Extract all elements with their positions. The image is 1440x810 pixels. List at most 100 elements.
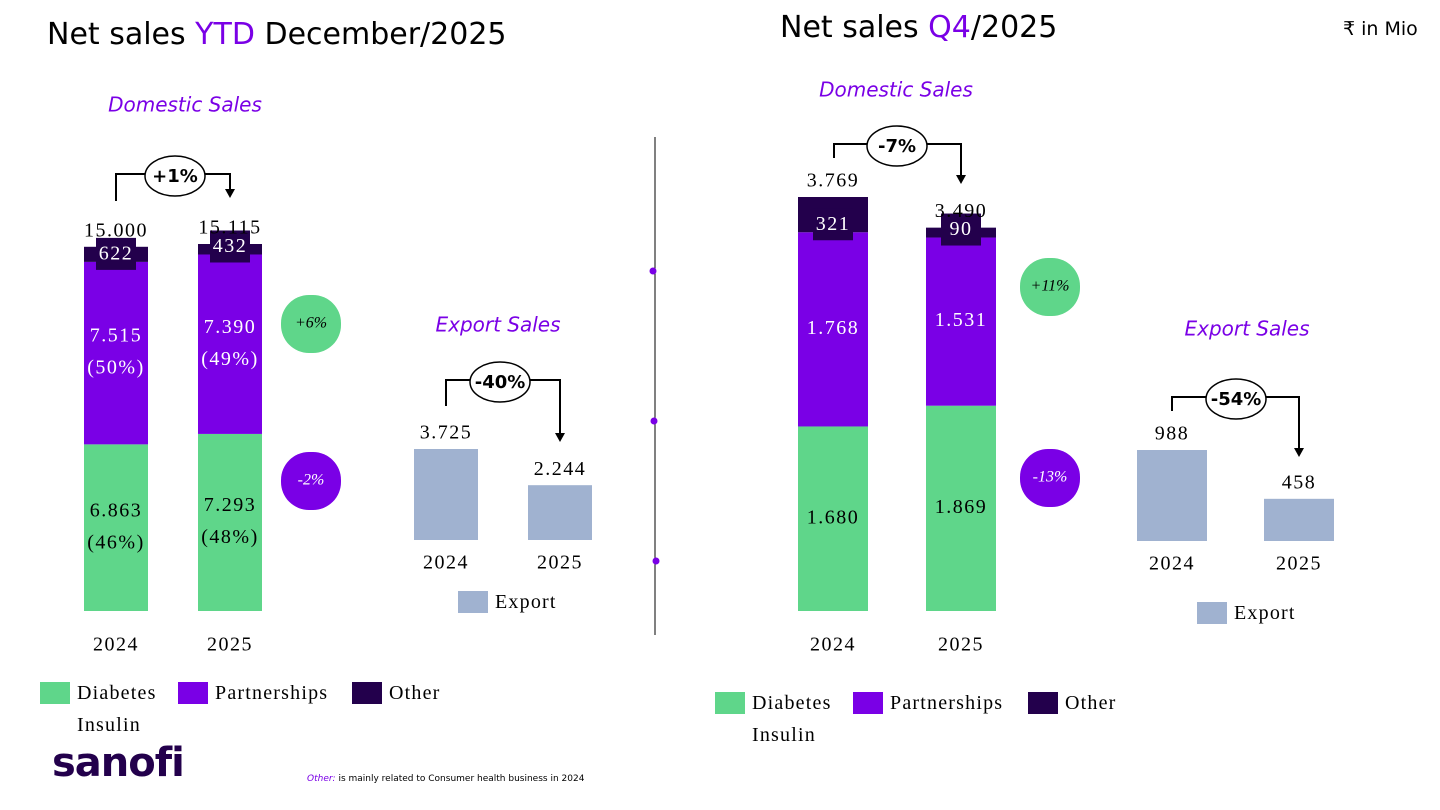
footnote: Other: is mainly related to Consumer hea… <box>307 774 584 784</box>
divider-dot <box>649 267 657 275</box>
bar-segment <box>926 237 996 406</box>
value-label: 7.293 <box>204 494 257 516</box>
chart-title: Export Sales <box>1184 317 1309 341</box>
change-bubble <box>866 125 928 167</box>
x-tick-label: 2025 <box>207 634 253 656</box>
arrow-head <box>956 175 966 184</box>
bar <box>1137 450 1207 541</box>
title: Net sales YTD December/2025 <box>47 17 507 52</box>
arrow-head <box>1294 448 1304 457</box>
label-box <box>96 237 136 270</box>
x-tick-label: 2024 <box>93 634 139 656</box>
value-label: 90 <box>950 218 973 240</box>
title-part: December/2025 <box>254 17 507 52</box>
segment-change-bubble <box>281 295 341 353</box>
value-label: 321 <box>816 213 851 235</box>
bar-segment <box>84 261 148 445</box>
segment-change-label: -13% <box>1033 469 1068 486</box>
value-label: 7.390 <box>204 316 257 338</box>
total-label: 3.769 <box>807 170 860 192</box>
title-part: Net sales <box>47 17 196 52</box>
segment-change-label: -2% <box>298 472 325 489</box>
value-label: 1.768 <box>807 317 860 339</box>
title-highlight: Q4 <box>928 10 971 45</box>
x-tick-label: 2025 <box>938 634 984 656</box>
x-tick-label: 2024 <box>810 634 856 656</box>
bar-segment <box>798 232 868 427</box>
legend-swatch <box>178 682 208 704</box>
segment-change-label: +11% <box>1031 278 1070 295</box>
change-label: +1% <box>152 166 198 187</box>
segment-change-label: +6% <box>295 315 327 332</box>
bar-segment <box>198 433 262 611</box>
segment-change-bubble <box>1020 258 1080 316</box>
bar-segment <box>798 426 868 611</box>
x-tick-label: 2024 <box>423 552 469 574</box>
chart-title: Domestic Sales <box>819 78 973 102</box>
total-label: 3.490 <box>935 200 988 222</box>
legend-label: Partnerships <box>890 692 1004 714</box>
legend-label: Other <box>389 682 441 704</box>
total-label: 15.115 <box>198 217 261 239</box>
change-bubble <box>469 361 531 403</box>
bar <box>1264 498 1334 541</box>
legend-swatch <box>1197 602 1227 624</box>
legend-label: Diabetes Insulin <box>77 682 157 736</box>
legend-label: Export <box>1234 602 1296 624</box>
legend-swatch <box>458 591 488 613</box>
label-box <box>941 213 981 246</box>
label-box <box>813 208 853 241</box>
value-label: 458 <box>1282 471 1317 493</box>
legend-label: Export <box>495 591 557 613</box>
value-label: 1.869 <box>935 496 988 518</box>
chart-title: Domestic Sales <box>108 93 262 117</box>
x-tick-label: 2024 <box>1149 553 1195 575</box>
segment-change-bubble <box>1020 449 1080 507</box>
change-label: -7% <box>878 136 916 157</box>
bar-segment <box>926 405 996 611</box>
change-bubble <box>144 155 206 197</box>
share-label: (50%) <box>87 357 144 379</box>
value-label: 3.725 <box>420 422 473 444</box>
value-label: 2.244 <box>534 458 587 480</box>
value-label: 6.863 <box>90 499 143 521</box>
share-label: (49%) <box>201 348 258 370</box>
arrow-head <box>225 189 235 198</box>
chart-title: Export Sales <box>435 313 560 337</box>
title-part: /2025 <box>970 10 1058 45</box>
share-label: (46%) <box>87 531 144 553</box>
total-label: 15.000 <box>84 219 148 241</box>
title: Net sales Q4/2025 <box>780 10 1057 45</box>
arrow-head <box>555 433 565 442</box>
title-part: Net sales <box>780 10 929 45</box>
bar <box>414 449 478 540</box>
title-highlight: YTD <box>195 17 255 52</box>
change-label: -40% <box>475 372 526 393</box>
legend-swatch <box>40 682 70 704</box>
value-label: 988 <box>1155 423 1190 445</box>
legend-label: Other <box>1065 692 1117 714</box>
legend-swatch <box>1028 692 1058 714</box>
legend-swatch <box>352 682 382 704</box>
x-tick-label: 2025 <box>1276 553 1322 575</box>
change-bubble <box>1205 378 1267 420</box>
legend-swatch <box>715 692 745 714</box>
value-label: 432 <box>213 235 248 257</box>
legend-label: Partnerships <box>215 682 329 704</box>
footnote-label: Other: <box>307 774 336 784</box>
value-label: 1.680 <box>807 506 860 528</box>
divider-dot <box>652 557 660 565</box>
share-label: (48%) <box>201 526 258 548</box>
value-label: 1.531 <box>935 309 988 331</box>
value-label: 7.515 <box>90 325 143 347</box>
bar-segment <box>198 254 262 434</box>
legend-swatch <box>853 692 883 714</box>
bar <box>528 485 592 540</box>
x-tick-label: 2025 <box>537 552 583 574</box>
segment-change-bubble <box>281 452 341 510</box>
logo: sanofi <box>52 740 185 786</box>
divider-dot <box>650 417 658 425</box>
footnote-text: is mainly related to Consumer health bus… <box>335 774 585 784</box>
